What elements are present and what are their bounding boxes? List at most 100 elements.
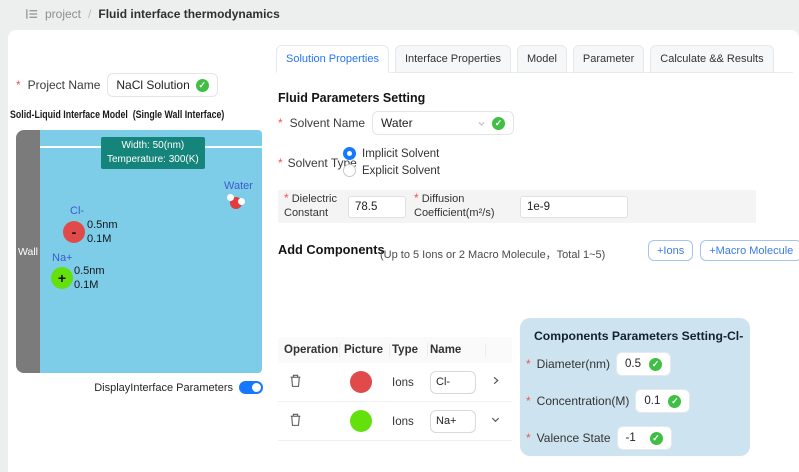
required-mark: * <box>526 432 531 444</box>
ion-picture-na <box>350 410 372 432</box>
table-row-cl: Ions <box>278 363 512 402</box>
radio-selected-icon[interactable] <box>343 147 356 160</box>
add-component-buttons: +Ions +Macro Molecule <box>648 240 799 261</box>
chevron-down-icon <box>477 119 486 128</box>
project-name-input[interactable]: NaCl Solution ✓ <box>107 73 217 97</box>
header-type: Type <box>390 343 428 357</box>
project-name-value: NaCl Solution <box>116 78 189 92</box>
radio-explicit-label[interactable]: Explicit Solvent <box>362 165 440 177</box>
required-mark: * <box>278 157 283 169</box>
row-type: Ions <box>392 416 414 428</box>
add-components-title: Add Components <box>278 242 385 257</box>
dielectric-diffusion-strip: * Dielectric Constant * Diffusion Coeffi… <box>278 190 756 223</box>
ion-circle-cl: - <box>63 221 85 243</box>
breadcrumb-list-icon <box>26 8 38 20</box>
badge-temperature: Temperature: 300(K) <box>107 153 199 167</box>
solvent-type-radio-group: Implicit Solvent Explicit Solvent <box>343 147 440 177</box>
valid-check-icon: ✓ <box>649 358 662 371</box>
dielectric-constant-input[interactable] <box>348 196 406 218</box>
add-components-hint: (Up to 5 Ions or 2 Macro Molecule，Total … <box>380 246 605 262</box>
radio-implicit-label[interactable]: Implicit Solvent <box>362 148 439 160</box>
diffusion-coefficient-input[interactable] <box>520 196 628 218</box>
row-type: Ions <box>392 377 414 389</box>
project-name-label: Project Name <box>28 78 101 92</box>
diameter-field-row: * Diameter(nm) 0.5 ✓ <box>526 352 671 376</box>
add-ions-button[interactable]: +Ions <box>648 240 693 261</box>
valence-label: Valence State <box>537 431 611 445</box>
required-mark: * <box>284 191 289 205</box>
concentration-field-row: * Concentration(M) 0.1 ✓ <box>526 389 690 413</box>
ion-concentration-na: 0.1M <box>74 279 98 291</box>
ion-sign-cl: - <box>72 224 77 240</box>
ion-label-cl: Cl- <box>70 205 84 217</box>
ion-concentration-cl: 0.1M <box>87 233 111 245</box>
radio-unselected-icon[interactable] <box>343 164 356 177</box>
header-name: Name <box>428 343 486 357</box>
header-expand <box>486 343 512 357</box>
app-window: project / Fluid interface thermodynamics… <box>0 0 799 472</box>
concentration-input[interactable]: 0.1 ✓ <box>635 389 690 413</box>
delete-row-button[interactable] <box>287 372 304 390</box>
radio-explicit-solvent[interactable]: Explicit Solvent <box>343 164 440 177</box>
valid-check-icon: ✓ <box>650 432 663 445</box>
required-mark: * <box>526 395 531 407</box>
valence-field-row: * Valence State -1 ✓ <box>526 426 672 450</box>
concentration-value: 0.1 <box>644 395 660 407</box>
required-mark: * <box>16 79 21 91</box>
display-interface-toggle-row: DisplayInterface Parameters <box>94 381 263 394</box>
solvent-name-select[interactable]: Water ✓ <box>372 111 514 135</box>
components-parameters-panel: Components Parameters Setting-Cl- * Diam… <box>520 318 750 456</box>
delete-row-button[interactable] <box>287 411 304 429</box>
panel-title: Components Parameters Setting-Cl- <box>534 329 743 343</box>
components-table: Operation Picture Type Name Ions <box>278 337 512 441</box>
required-mark: * <box>526 358 531 370</box>
tab-solution-properties[interactable]: Solution Properties <box>276 45 389 73</box>
solvent-name-label: Solvent Name <box>290 116 365 130</box>
tab-bar: Solution Properties Interface Properties… <box>276 45 774 73</box>
display-interface-label: DisplayInterface Parameters <box>94 382 233 394</box>
tab-calculate-results[interactable]: Calculate && Results <box>650 45 773 73</box>
chevron-down-icon[interactable] <box>488 412 503 427</box>
ion-sign-na: + <box>58 270 66 286</box>
display-interface-switch[interactable] <box>239 381 263 394</box>
diagram-parameters-badge: Width: 50(nm) Temperature: 300(K) <box>101 137 205 169</box>
solvent-name-row: * Solvent Name Water ✓ <box>278 111 514 135</box>
row-name-input[interactable] <box>430 410 476 433</box>
ion-diameter-cl: 0.5nm <box>87 219 118 231</box>
valence-input[interactable]: -1 ✓ <box>617 426 672 450</box>
add-macro-molecule-button[interactable]: +Macro Molecule <box>700 240 799 261</box>
valence-value: -1 <box>626 432 642 444</box>
badge-width: Width: 50(nm) <box>107 139 199 153</box>
header-picture: Picture <box>340 343 390 357</box>
chevron-right-icon[interactable] <box>488 373 503 388</box>
valid-check-icon: ✓ <box>492 117 505 130</box>
breadcrumb-separator: / <box>88 7 91 21</box>
diameter-label: Diameter(nm) <box>537 357 610 371</box>
tab-interface-properties[interactable]: Interface Properties <box>395 45 511 73</box>
project-name-field-row: * Project Name NaCl Solution ✓ <box>16 73 218 97</box>
breadcrumb-item-project[interactable]: project <box>45 7 81 21</box>
diameter-value: 0.5 <box>625 358 641 370</box>
diameter-input[interactable]: 0.5 ✓ <box>616 352 671 376</box>
required-mark: * <box>278 117 283 129</box>
tab-parameter[interactable]: Parameter <box>573 45 644 73</box>
switch-knob <box>252 383 261 392</box>
solvent-name-value: Water <box>381 116 471 130</box>
breadcrumb: project / Fluid interface thermodynamics <box>0 0 799 28</box>
ion-picture-cl <box>350 371 372 393</box>
diffusion-label: * Diffusion Coefficient(m²/s) <box>414 192 512 221</box>
model-title: Solid-Liquid Interface Model (Single Wal… <box>10 109 224 121</box>
radio-implicit-solvent[interactable]: Implicit Solvent <box>343 147 440 160</box>
table-row-na: Ions <box>278 402 512 441</box>
ion-circle-na: + <box>51 267 73 289</box>
table-header: Operation Picture Type Name <box>278 337 512 363</box>
required-mark: * <box>414 191 419 205</box>
breadcrumb-item-current: Fluid interface thermodynamics <box>98 7 279 21</box>
header-operation: Operation <box>278 343 340 357</box>
ion-label-na: Na+ <box>52 252 73 264</box>
row-name-input[interactable] <box>430 371 476 394</box>
water-label: Water <box>224 180 253 192</box>
dielectric-label: * Dielectric Constant <box>284 192 340 221</box>
tab-model[interactable]: Model <box>517 45 567 73</box>
valid-check-icon: ✓ <box>668 395 681 408</box>
